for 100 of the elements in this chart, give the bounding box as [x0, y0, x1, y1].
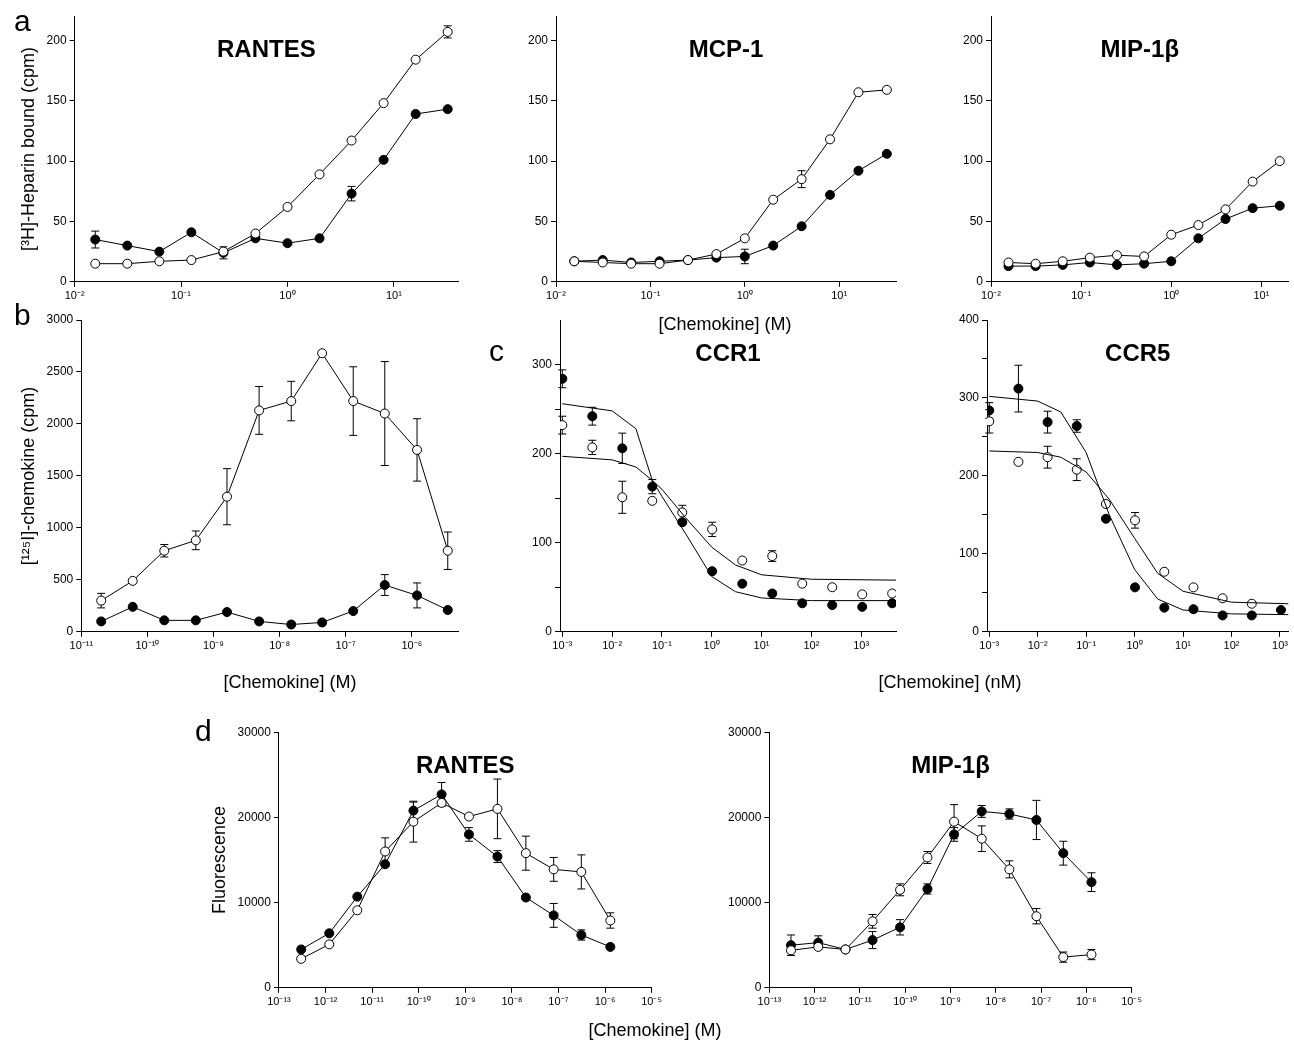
x-tick-label: 10³	[853, 639, 870, 652]
x-tick-label: 10⁰	[1126, 639, 1143, 652]
y-tick-label: 3000	[46, 312, 74, 327]
x-tick-label: 10⁻²	[546, 289, 567, 302]
x-tick-label: 10⁻¹⁰	[406, 995, 431, 1008]
x-tick-label: 10⁻¹²	[313, 995, 338, 1008]
x-tick-label: 10⁻⁶	[594, 995, 616, 1008]
x-axis-title: [Chemokine] (nM)	[878, 672, 1022, 693]
y-tick-label: 30000	[727, 724, 762, 739]
y-tick-label: 100	[46, 153, 67, 168]
y-tick-label: 1500	[46, 468, 74, 483]
x-tick-label: 10⁻¹	[1071, 289, 1092, 302]
x-tick-label: 10¹	[831, 289, 848, 302]
y-axis-title: Fluorescence	[208, 805, 229, 915]
x-tick-label: 10⁻⁷	[1030, 995, 1052, 1008]
x-tick-label: 10⁻²	[64, 289, 85, 302]
text: b	[14, 298, 31, 331]
x-tick-label: 10⁻¹⁰	[135, 639, 160, 652]
y-tick-label: 300	[958, 390, 980, 405]
y-tick-label: 30000	[237, 724, 272, 739]
y-tick-label: 0	[976, 274, 984, 289]
x-tick-label: 10⁻⁹	[203, 639, 224, 652]
x-tick-label: 10⁻⁷	[335, 639, 356, 652]
x-tick-label: 10¹	[1253, 289, 1270, 302]
y-tick-label: 50	[969, 213, 984, 228]
x-tick-label: 10⁻¹	[171, 289, 192, 302]
x-tick-label: 10¹	[753, 639, 770, 652]
x-tick-label: 10⁻⁶	[1075, 995, 1097, 1008]
y-tick-label: 200	[958, 468, 980, 483]
x-tick-label: 10⁰	[703, 639, 720, 652]
y-tick-label: 150	[962, 93, 984, 108]
text: MCP-1	[688, 34, 764, 62]
y-tick-label: 20000	[727, 809, 762, 824]
x-axis-title: [Chemokine] (M)	[658, 314, 792, 335]
x-tick-label: 10⁻⁵	[641, 995, 662, 1008]
y-tick-label: 400	[958, 312, 980, 327]
x-axis-title: [Chemokine] (M)	[588, 1020, 722, 1041]
x-tick-label: 10⁻¹	[1076, 639, 1097, 652]
x-tick-label: 10⁻¹³	[757, 995, 782, 1008]
x-tick-label: 10⁻²	[981, 289, 1002, 302]
y-tick-label: 50	[53, 213, 67, 228]
y-tick-label: 500	[53, 572, 74, 587]
y-tick-label: 200	[527, 32, 549, 47]
x-tick-label: 10¹	[1175, 639, 1192, 652]
y-tick-label: 100	[962, 153, 984, 168]
x-tick-label: 10⁰	[1163, 289, 1180, 302]
x-tick-label: 10⁻³	[552, 639, 573, 652]
x-tick-label: 10³	[1272, 639, 1289, 652]
y-tick-label: 100	[531, 535, 553, 550]
x-tick-label: 10⁻¹	[640, 289, 661, 302]
text: RANTES	[415, 750, 515, 778]
x-tick-label: 10⁻²	[1027, 639, 1048, 652]
x-tick-label: 10⁻¹¹	[848, 995, 873, 1008]
text: CCR1	[695, 338, 761, 366]
x-tick-label: 10⁻⁹	[940, 995, 961, 1008]
x-tick-label: 10⁻⁸	[985, 995, 1007, 1008]
x-tick-label: 10⁻¹¹	[69, 639, 94, 652]
y-tick-label: 100	[958, 546, 980, 561]
y-tick-label: 200	[531, 445, 553, 460]
x-tick-label: 10⁻⁷	[548, 995, 569, 1008]
text: CCR5	[1105, 338, 1171, 366]
x-tick-label: 10⁻⁸	[269, 639, 291, 652]
x-tick-label: 10¹	[385, 289, 403, 302]
x-tick-label: 10⁻²	[602, 639, 623, 652]
y-tick-label: 0	[545, 624, 553, 639]
x-tick-label: 10⁻¹²	[802, 995, 827, 1008]
text: MIP-1β	[1100, 34, 1180, 62]
y-axis-title: [³H]-Heparin bound (cpm)	[17, 46, 38, 252]
y-tick-label: 150	[527, 93, 549, 108]
y-tick-label: 0	[754, 980, 762, 995]
y-tick-label: 0	[66, 624, 74, 639]
text: a	[14, 4, 31, 37]
y-tick-label: 1000	[46, 520, 74, 535]
y-tick-label: 0	[541, 274, 549, 289]
x-tick-label: 10⁰	[279, 289, 296, 302]
y-tick-label: 2000	[46, 416, 74, 431]
y-tick-label: 0	[264, 980, 272, 995]
x-tick-label: 10⁻⁸	[501, 995, 523, 1008]
x-tick-label: 10⁻¹¹	[360, 995, 385, 1008]
y-tick-label: 10000	[237, 894, 272, 909]
y-tick-label: 150	[46, 93, 67, 108]
y-tick-label: 200	[962, 32, 984, 47]
text: MIP-1β	[911, 750, 990, 778]
y-tick-label: 100	[527, 153, 549, 168]
y-tick-label: 20000	[237, 809, 272, 824]
x-tick-label: 10⁻³	[979, 639, 1000, 652]
text: d	[195, 714, 212, 747]
x-tick-label: 10⁰	[736, 289, 753, 302]
x-tick-label: 10⁻⁵	[1121, 995, 1142, 1008]
y-axis-title: [¹²⁵I]-chemokine (cpm)	[17, 386, 38, 566]
text: RANTES	[216, 34, 316, 62]
x-tick-label: 10²	[1223, 639, 1240, 652]
x-axis-title: [Chemokine] (M)	[223, 672, 357, 693]
y-tick-label: 10000	[727, 894, 762, 909]
y-tick-label: 200	[46, 32, 67, 47]
y-tick-label: 50	[534, 213, 549, 228]
x-tick-label: 10⁻⁹	[454, 995, 476, 1008]
y-tick-label: 300	[531, 356, 553, 371]
y-tick-label: 0	[972, 624, 980, 639]
text: c	[489, 334, 504, 367]
